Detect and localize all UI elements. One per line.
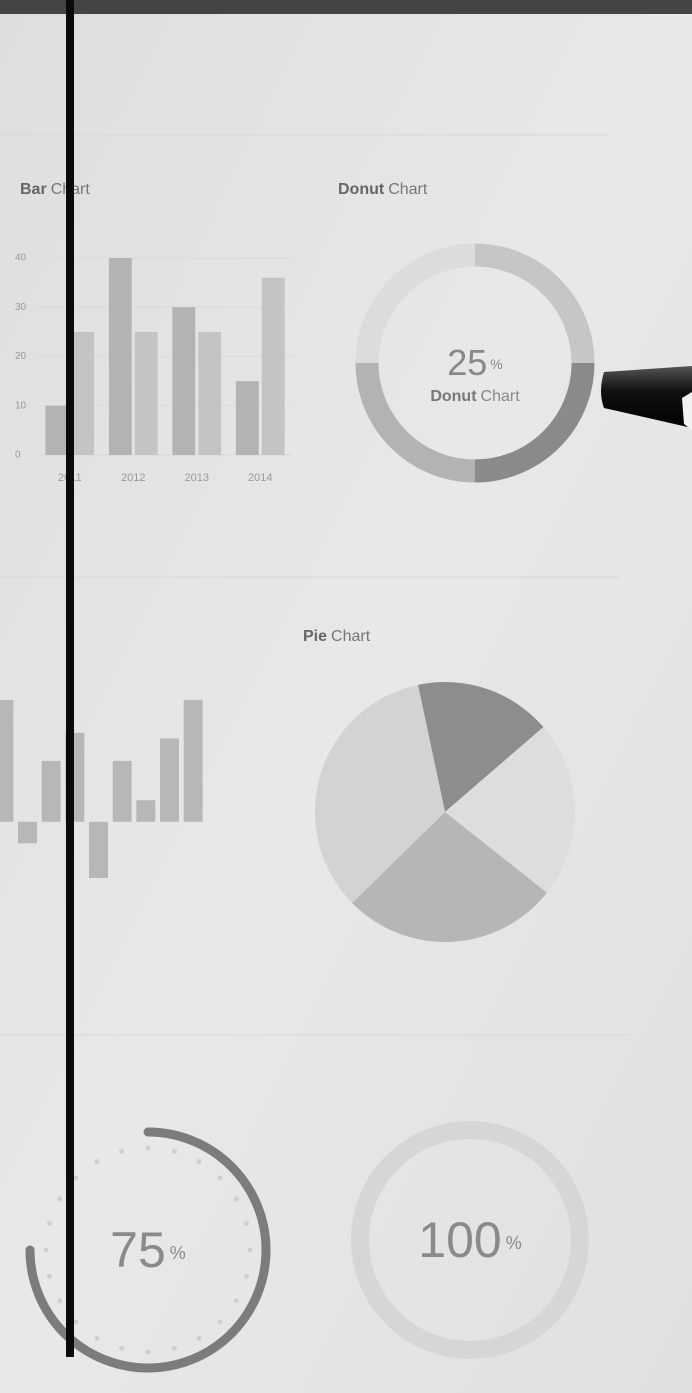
bar [18, 822, 37, 844]
track-dot [95, 1159, 100, 1164]
bar [45, 406, 68, 455]
track-dot [197, 1336, 202, 1341]
track-dot [197, 1159, 202, 1164]
y-tick-label: 0 [15, 450, 21, 461]
track-dot [244, 1274, 249, 1279]
bar [236, 381, 259, 455]
track-dot [234, 1299, 239, 1304]
bar [109, 258, 132, 455]
paper [0, 0, 692, 1393]
track-dot [73, 1320, 78, 1325]
unit: % [170, 1243, 186, 1263]
track-dot [47, 1221, 52, 1226]
x-tick-label: 2013 [185, 472, 209, 484]
y-tick-label: 10 [15, 400, 27, 411]
track-dot [95, 1336, 100, 1341]
y-tick-label: 40 [15, 253, 27, 264]
track-dot [234, 1197, 239, 1202]
title-bold: Bar [20, 181, 47, 198]
top-edge [0, 0, 692, 14]
bar [71, 332, 94, 455]
y-tick-label: 30 [15, 302, 27, 313]
track-dot [146, 1146, 151, 1151]
y-tick-label: 20 [15, 351, 27, 362]
value: 100 [418, 1212, 501, 1268]
value: 25 [447, 342, 487, 383]
title-bold: Pie [303, 628, 327, 645]
x-tick-label: 2012 [121, 472, 145, 484]
x-tick-label: 2014 [248, 472, 272, 484]
track-dot [218, 1320, 223, 1325]
title-regular: Chart [388, 181, 428, 198]
track-dot [57, 1299, 62, 1304]
track-dot [119, 1149, 124, 1154]
track-dot [57, 1197, 62, 1202]
track-dot [172, 1346, 177, 1351]
bar [172, 307, 195, 455]
bar [136, 800, 155, 822]
photo: BarChart0102030402011201220132014DonutCh… [0, 0, 692, 1393]
label-bold: Donut [430, 388, 477, 405]
bar [198, 332, 221, 455]
chart-title: BarChart [20, 181, 90, 198]
title-bold: Donut [338, 181, 385, 198]
unit: % [506, 1233, 522, 1253]
title-regular: Chart [331, 628, 371, 645]
bar [184, 700, 203, 822]
bar [89, 822, 108, 878]
black-line [66, 0, 74, 1357]
track-dot [244, 1221, 249, 1226]
bar [135, 332, 158, 455]
bar [42, 761, 61, 822]
label-regular: Chart [481, 388, 521, 405]
bar [262, 278, 285, 455]
bar [0, 700, 13, 822]
unit: % [490, 356, 502, 372]
track-dot [218, 1175, 223, 1180]
track-dot [73, 1175, 78, 1180]
track-dot [119, 1346, 124, 1351]
value: 75 [110, 1222, 166, 1278]
track-dot [47, 1274, 52, 1279]
bar [160, 738, 179, 821]
bar [113, 761, 132, 822]
track-dot [248, 1248, 253, 1253]
track-dot [146, 1350, 151, 1355]
track-dot [172, 1149, 177, 1154]
track-dot [44, 1248, 49, 1253]
